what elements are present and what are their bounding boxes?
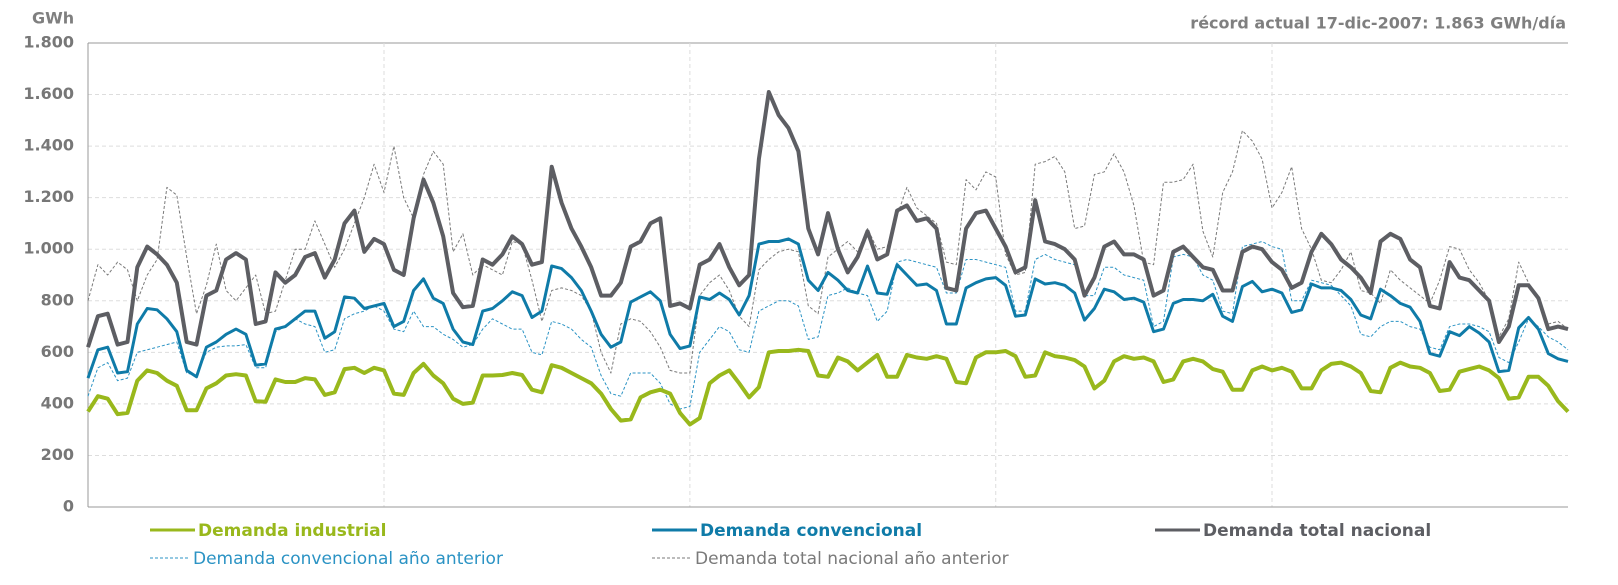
y-tick-label: 800 xyxy=(41,290,74,309)
annotation: récord actual 17-dic-2007: 1.863 GWh/día xyxy=(1190,14,1566,33)
legend-label: Demanda convencional año anterior xyxy=(193,549,503,569)
y-tick-label: 1.800 xyxy=(23,33,74,52)
y-tick-label: 400 xyxy=(41,393,74,412)
legend: Demanda industrial Demanda convencional De… xyxy=(150,521,1431,569)
y-tick-label: 1.600 xyxy=(23,84,74,103)
y-tick-label: 1.000 xyxy=(23,239,74,258)
legend-label: Demanda total nacional año anterior xyxy=(695,549,1009,569)
legend-label: Demanda total nacional xyxy=(1203,521,1431,541)
y-tick-label: 600 xyxy=(41,342,74,361)
y-axis-label: GWh xyxy=(32,9,74,28)
y-tick-label: 0 xyxy=(63,497,74,516)
legend-label: Demanda convencional xyxy=(700,521,922,541)
y-tick-label: 1.400 xyxy=(23,136,74,155)
lines xyxy=(86,90,1570,427)
grid xyxy=(88,42,1568,508)
series-line xyxy=(87,130,1569,374)
series-line xyxy=(86,347,1570,427)
legend-label: Demanda industrial xyxy=(198,521,386,541)
series-line xyxy=(87,241,1569,410)
series-line xyxy=(86,237,1569,379)
series-line xyxy=(86,90,1569,348)
y-tick-label: 200 xyxy=(41,445,74,464)
y-tick-label: 1.200 xyxy=(23,187,74,206)
